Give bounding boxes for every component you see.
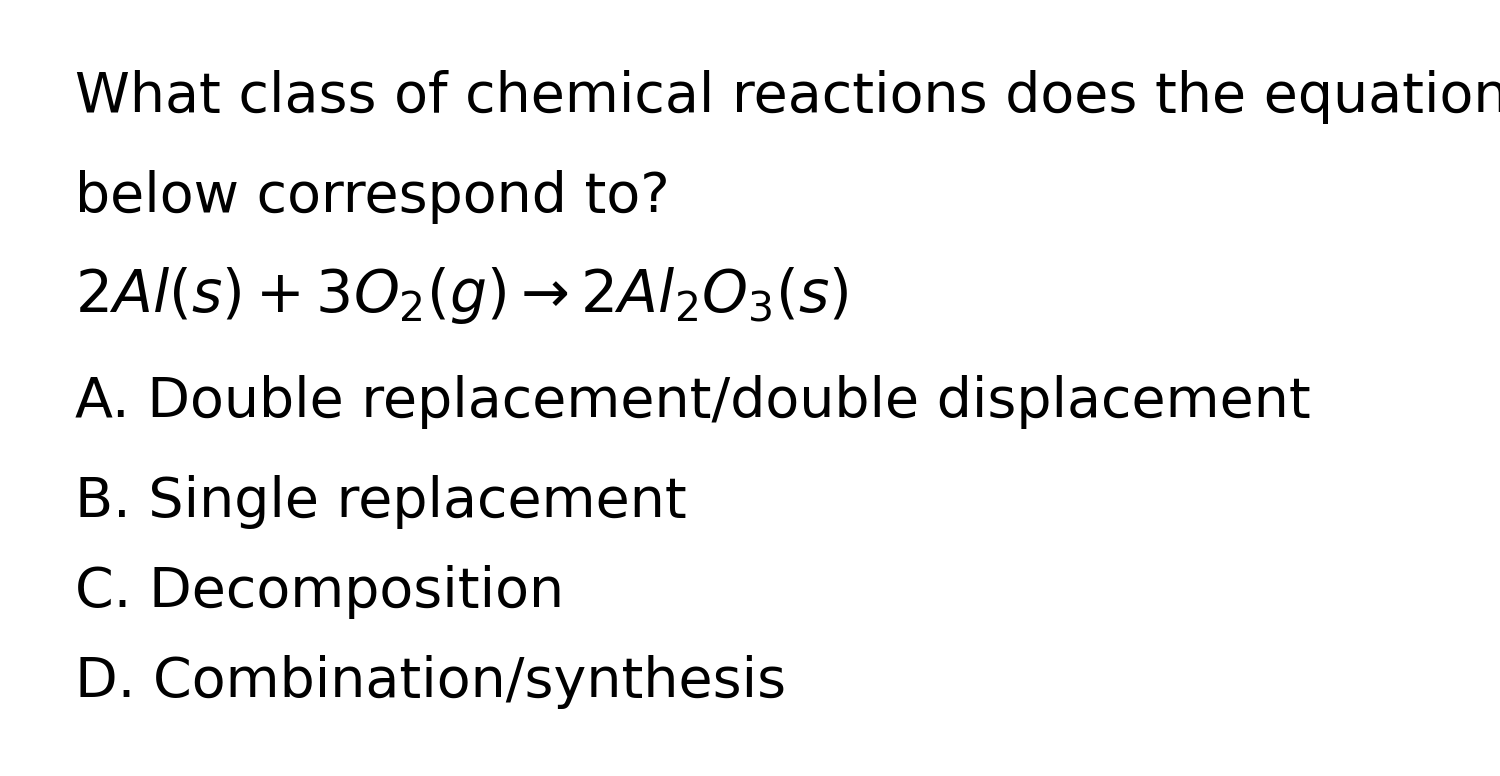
Text: A. Double replacement/double displacement: A. Double replacement/double displacemen… — [75, 375, 1311, 429]
Text: What class of chemical reactions does the equation: What class of chemical reactions does th… — [75, 70, 1500, 124]
Text: $2Al(s) + 3O_2(g) \rightarrow 2Al_2O_3(s)$: $2Al(s) + 3O_2(g) \rightarrow 2Al_2O_3(s… — [75, 265, 849, 326]
Text: below correspond to?: below correspond to? — [75, 170, 669, 224]
Text: C. Decomposition: C. Decomposition — [75, 565, 564, 619]
Text: B. Single replacement: B. Single replacement — [75, 475, 687, 529]
Text: D. Combination/synthesis: D. Combination/synthesis — [75, 655, 786, 709]
